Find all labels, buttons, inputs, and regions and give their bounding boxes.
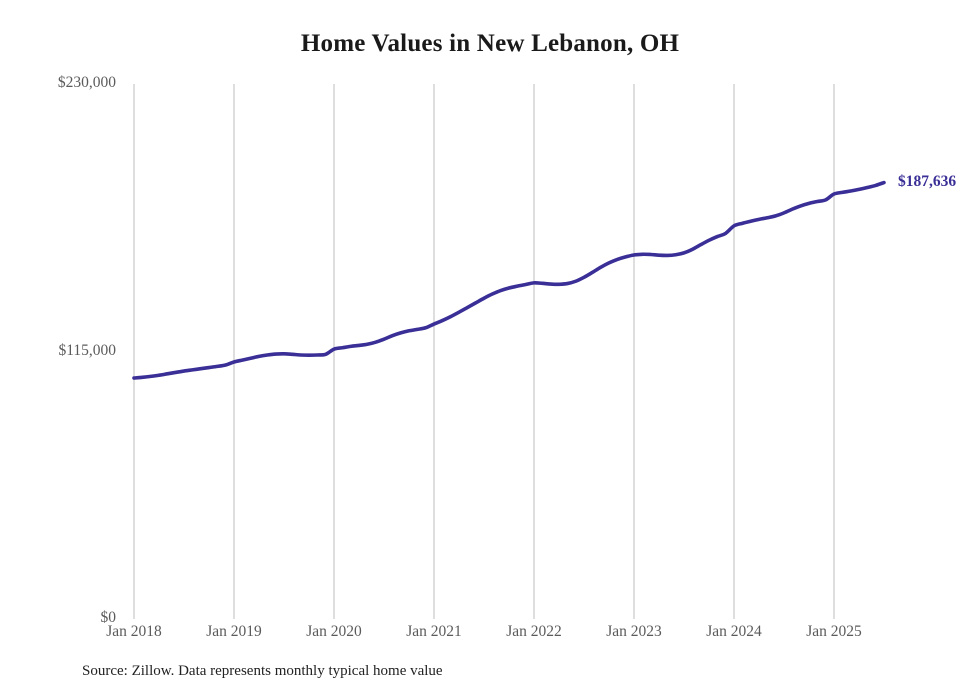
source-note: Source: Zillow. Data represents monthly … <box>82 663 443 679</box>
x-axis-tick-label: Jan 2021 <box>406 623 462 640</box>
x-axis-tick-label: Jan 2018 <box>106 623 162 640</box>
home-value-line <box>132 180 886 380</box>
gridlines-group <box>133 84 835 619</box>
y-axis-tick-label: $230,000 <box>57 74 116 91</box>
y-axis-tick-label: $0 <box>100 609 117 626</box>
x-axis-tick-label: Jan 2019 <box>206 623 262 640</box>
x-axis-tick-label: Jan 2025 <box>806 623 862 640</box>
x-axis-tick-label: Jan 2023 <box>606 623 662 640</box>
x-axis-tick-label: Jan 2022 <box>506 623 562 640</box>
end-value-annotation: $187,636 <box>898 172 957 190</box>
y-axis-tick-label: $115,000 <box>58 341 116 359</box>
x-axis-tick-label: Jan 2020 <box>306 623 362 640</box>
chart-title: Home Values in New Lebanon, OH <box>300 30 680 57</box>
x-axis-tick-label: Jan 2024 <box>706 623 762 640</box>
